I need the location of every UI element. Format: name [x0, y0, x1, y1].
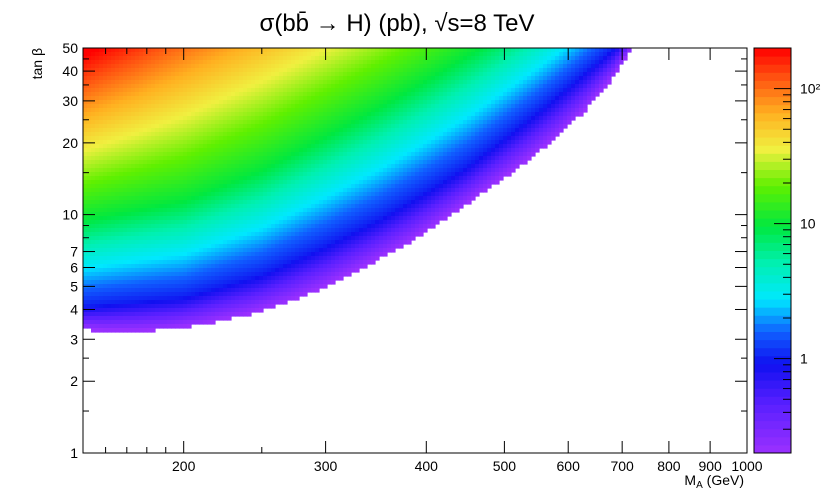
x-axis: 200 300 400 500 600 700 800 900 1000 — [105, 48, 763, 474]
x-tick-label: 900 — [698, 458, 722, 474]
y-tick-label: 4 — [70, 301, 78, 317]
y-tick-label: 3 — [70, 331, 78, 347]
y-tick-label: 5 — [70, 278, 78, 294]
y-tick-label: 40 — [62, 63, 78, 79]
y-tick-label: 50 — [62, 40, 78, 56]
colorbar-axis: 1 10 10² — [774, 47, 821, 430]
x-tick-label: 600 — [557, 458, 581, 474]
y-axis-title: tan β — [29, 48, 45, 79]
heatmap-cells — [83, 48, 632, 333]
colorbar-tick-label: 1 — [800, 351, 808, 367]
x-axis-title-unit: (GeV) — [703, 472, 744, 488]
colorbar-tick-label: 10² — [800, 81, 821, 97]
x-tick-label: 700 — [610, 458, 634, 474]
colorbar-bands — [754, 48, 791, 454]
y-tick-label: 30 — [62, 93, 78, 109]
x-tick-label: 1000 — [731, 458, 762, 474]
y-tick-label: 7 — [70, 244, 78, 260]
y-axis: 1 2 3 4 5 67 10 20 30 40 50 — [62, 40, 747, 461]
y-tick-label: 2 — [70, 373, 78, 389]
x-tick-label: 200 — [172, 458, 196, 474]
x-tick-label: 400 — [415, 458, 439, 474]
y-tick-label: 6 — [70, 260, 78, 276]
x-axis-title: MA (GeV) — [684, 472, 744, 491]
x-tick-label: 500 — [493, 458, 517, 474]
x-axis-title-sub: A — [696, 480, 703, 491]
x-tick-label: 300 — [314, 458, 338, 474]
chart-title: σ(bb̄ → H) (pb), √s=8 TeV — [260, 10, 535, 37]
colorbar-frame — [753, 47, 792, 454]
colorbar-tick-label: 10 — [800, 216, 816, 232]
plot-frame — [82, 47, 748, 454]
y-tick-label: 20 — [62, 135, 78, 151]
x-axis-title-main: M — [684, 472, 696, 488]
y-tick-label: 1 — [70, 445, 78, 461]
x-tick-label: 800 — [657, 458, 681, 474]
y-tick-label: 10 — [62, 207, 78, 223]
